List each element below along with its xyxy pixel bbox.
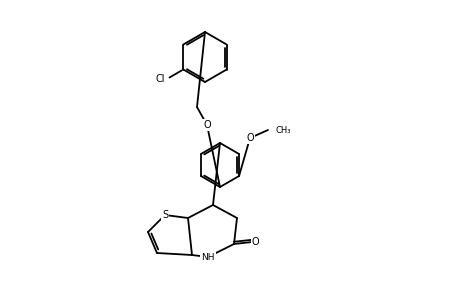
Text: CH₃: CH₃ xyxy=(275,125,291,134)
Text: O: O xyxy=(246,133,253,143)
Text: O: O xyxy=(252,237,259,247)
Text: NH: NH xyxy=(201,253,214,262)
Text: Cl: Cl xyxy=(155,74,164,83)
Text: O: O xyxy=(203,120,210,130)
Text: S: S xyxy=(162,210,168,220)
